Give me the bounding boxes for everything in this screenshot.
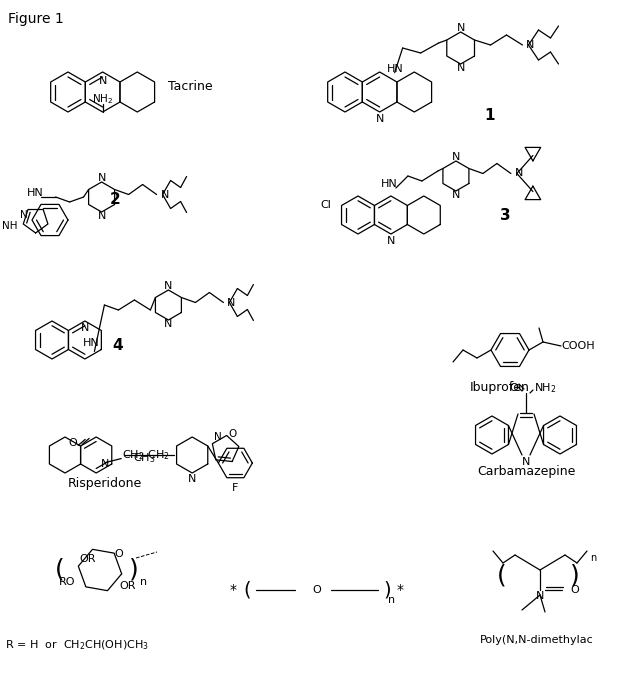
Text: N: N (80, 323, 89, 333)
Text: N: N (515, 168, 523, 179)
Text: Cl: Cl (321, 200, 332, 211)
Text: N: N (97, 211, 106, 221)
Text: RO: RO (59, 577, 76, 587)
Text: N: N (21, 210, 28, 220)
Text: O: O (570, 585, 579, 595)
Text: N: N (164, 281, 173, 291)
Text: NH$_2$: NH$_2$ (92, 92, 113, 106)
Text: ): ) (570, 563, 580, 587)
Text: O: O (228, 429, 236, 439)
Text: COOH: COOH (561, 341, 595, 351)
Text: n: n (140, 577, 147, 587)
Text: N: N (451, 190, 460, 200)
Text: N: N (99, 76, 107, 86)
Text: N: N (526, 40, 535, 50)
Text: N: N (522, 457, 530, 467)
Text: (: ( (55, 558, 65, 582)
Text: N: N (97, 173, 106, 183)
Text: HN: HN (381, 179, 397, 189)
Text: O: O (509, 383, 518, 393)
Text: O: O (115, 549, 124, 559)
Text: N: N (536, 591, 544, 601)
Text: CH$_2$-CH$_2$: CH$_2$-CH$_2$ (122, 448, 170, 462)
Text: OR: OR (79, 555, 96, 564)
Text: Carbamazepine: Carbamazepine (477, 466, 575, 478)
Text: ): ) (383, 580, 391, 600)
Text: 4: 4 (113, 338, 123, 352)
Text: N: N (457, 63, 465, 73)
Text: OR: OR (120, 581, 136, 591)
Text: 3: 3 (500, 208, 510, 222)
Text: R = H  or  CH$_2$CH(OH)CH$_3$: R = H or CH$_2$CH(OH)CH$_3$ (5, 638, 149, 652)
Text: HN: HN (26, 188, 43, 198)
Text: *: * (230, 583, 237, 597)
Text: O: O (68, 439, 77, 448)
Text: CH$_3$: CH$_3$ (133, 452, 156, 466)
Text: Tacrine: Tacrine (167, 81, 213, 94)
Text: N: N (451, 152, 460, 162)
Text: N: N (457, 23, 465, 33)
Text: HN: HN (82, 338, 99, 348)
Text: F: F (232, 483, 238, 493)
Text: N: N (214, 432, 222, 442)
Text: ): ) (129, 558, 139, 582)
Text: n: n (388, 595, 395, 605)
Text: 1: 1 (485, 108, 495, 122)
Text: *: * (397, 583, 404, 597)
Text: N: N (375, 114, 384, 124)
Text: 2: 2 (109, 193, 120, 208)
Text: N: N (188, 474, 196, 484)
Text: Poly(N,N-dimethylac: Poly(N,N-dimethylac (480, 635, 594, 645)
Text: NH$_2$: NH$_2$ (534, 381, 556, 395)
Text: N: N (101, 459, 109, 468)
Text: Figure 1: Figure 1 (8, 12, 64, 26)
Text: N: N (227, 297, 236, 307)
Text: NH: NH (3, 221, 18, 231)
Text: O: O (312, 585, 321, 595)
Text: N: N (160, 190, 169, 199)
Text: Ibuprofen: Ibuprofen (470, 382, 530, 395)
Text: (: ( (497, 563, 507, 587)
Text: n: n (590, 553, 596, 563)
Text: N: N (386, 236, 395, 246)
Text: N: N (164, 319, 173, 329)
Text: HN: HN (386, 64, 403, 74)
Text: Risperidone: Risperidone (68, 477, 142, 489)
Text: (: ( (243, 580, 251, 600)
